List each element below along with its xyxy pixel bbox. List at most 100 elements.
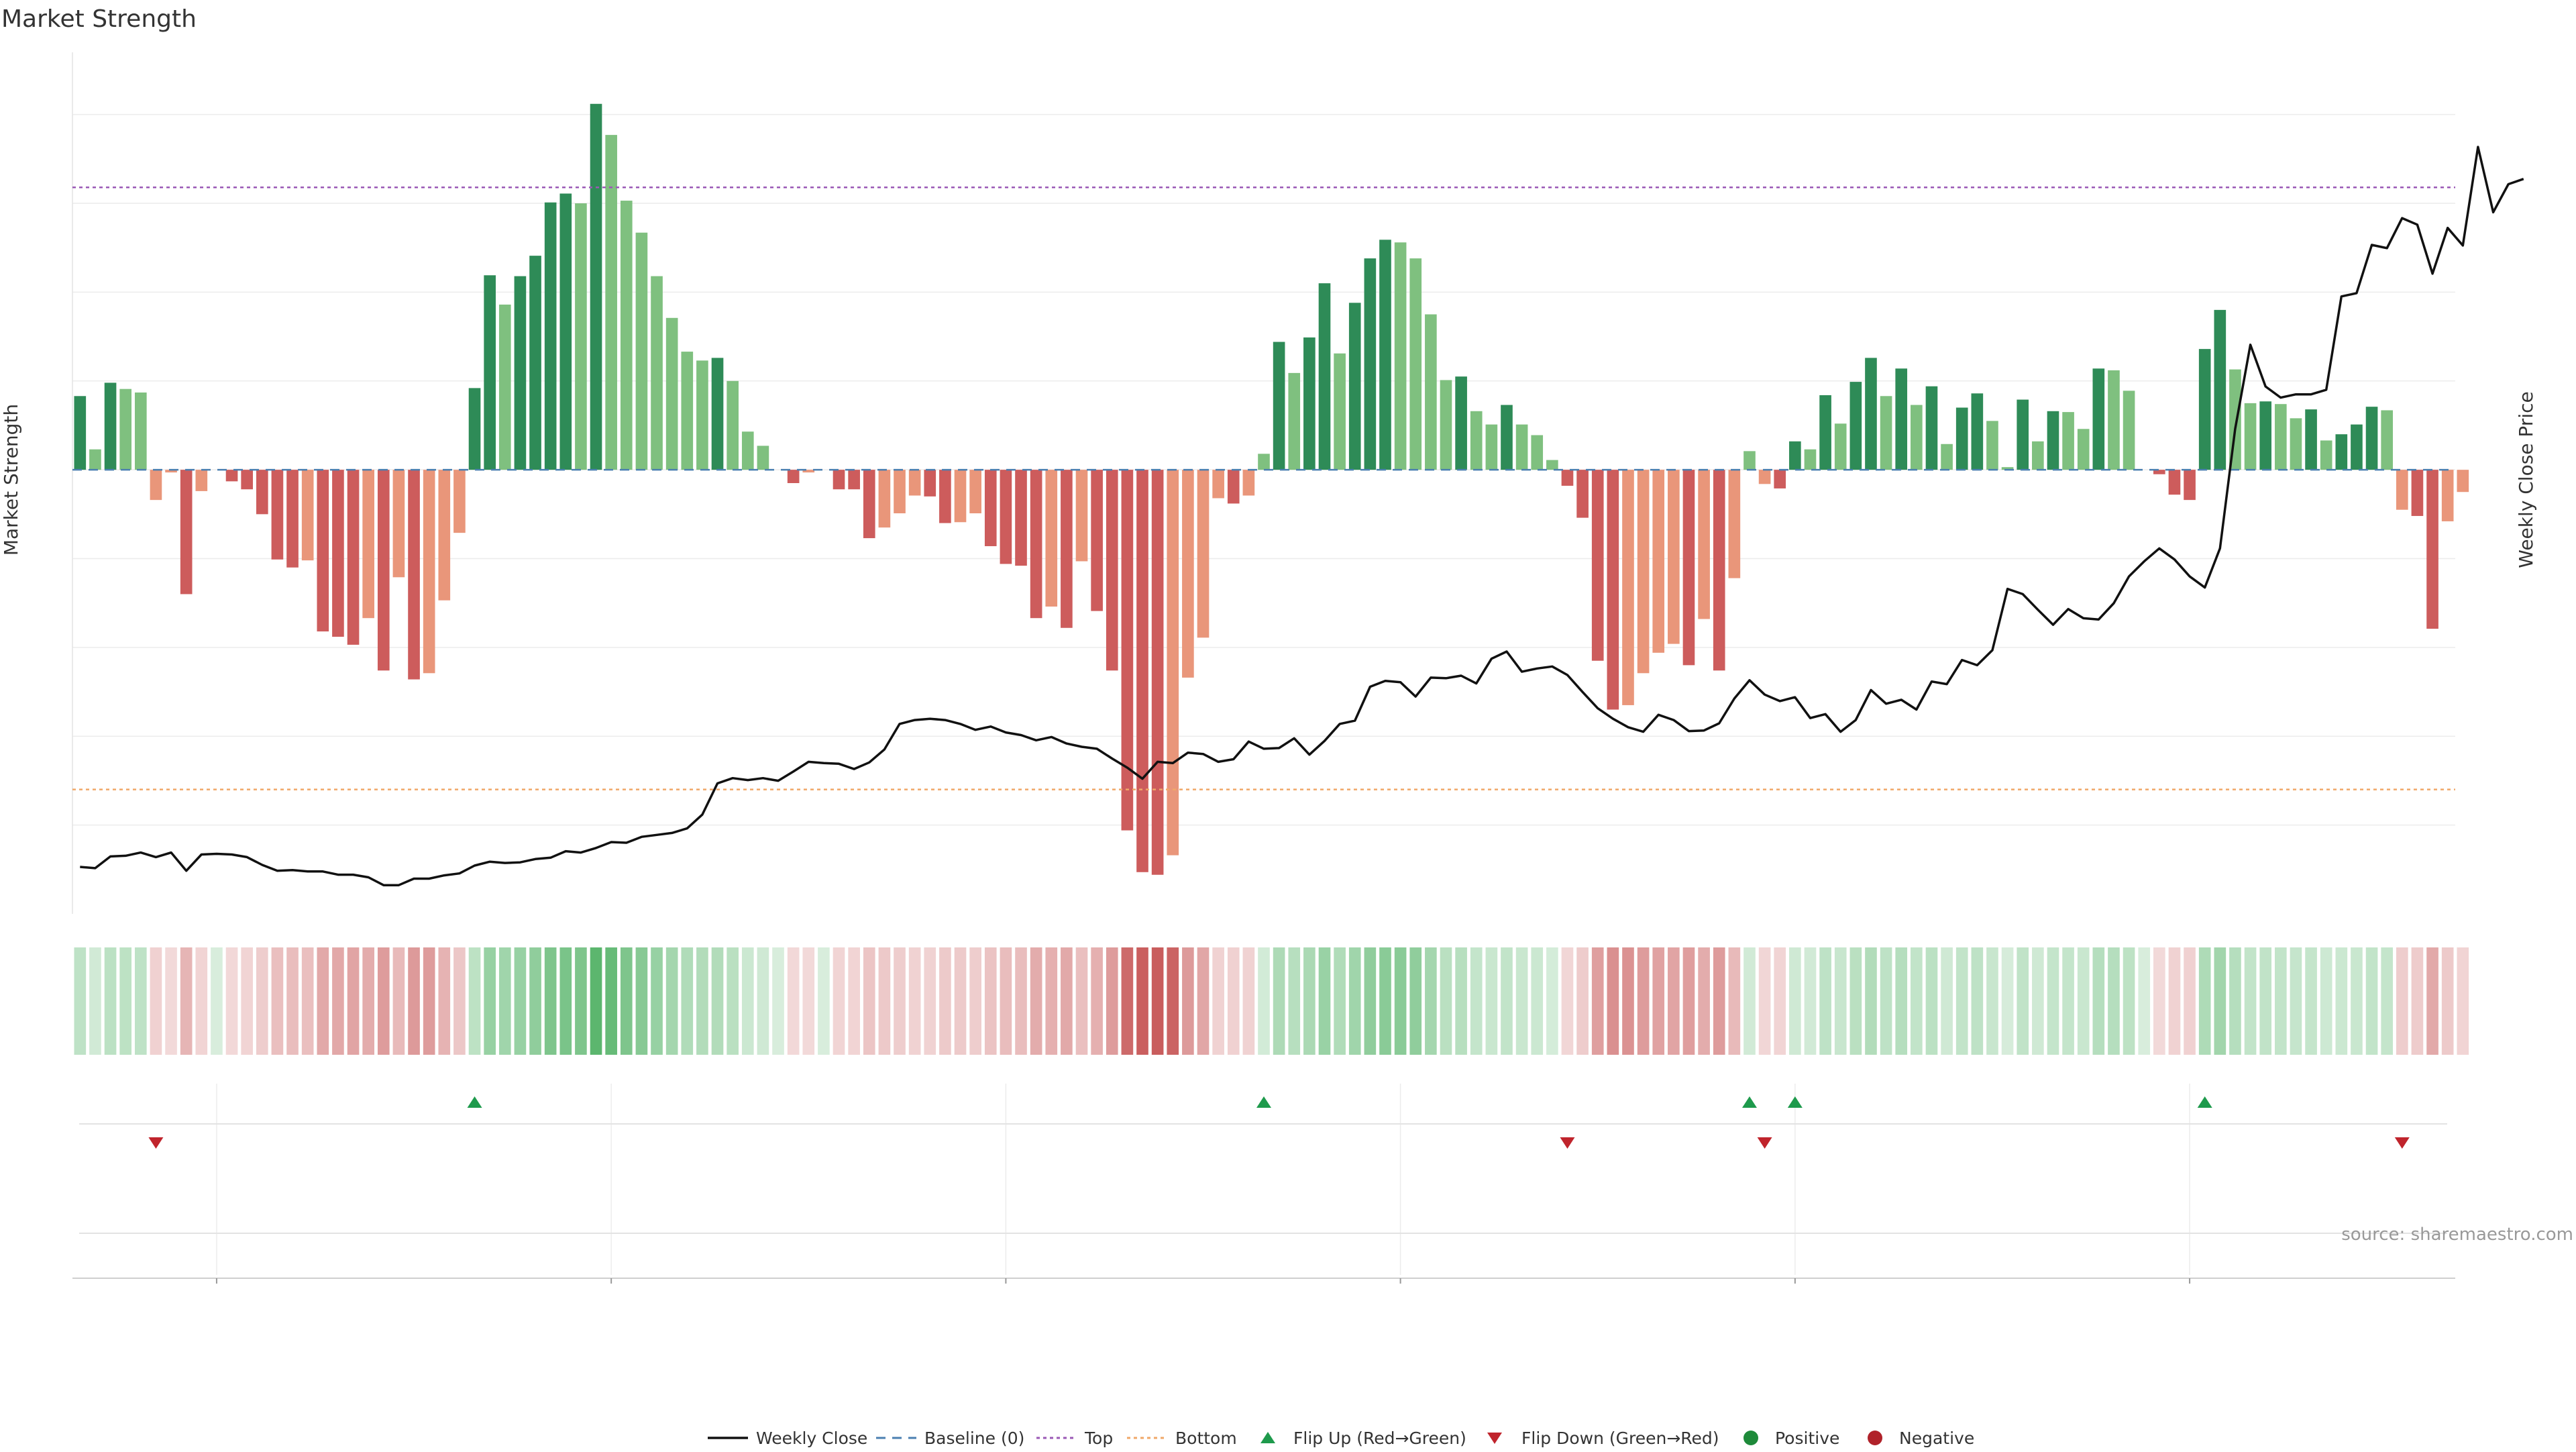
heat-cell bbox=[1880, 947, 1892, 1055]
heat-cell bbox=[2259, 947, 2272, 1055]
strength-bar bbox=[484, 275, 496, 470]
weekly-close-series bbox=[80, 146, 2524, 886]
strength-bar bbox=[544, 202, 557, 470]
heat-cell bbox=[423, 947, 435, 1055]
strength-bar bbox=[1607, 470, 1619, 710]
heat-cell bbox=[2426, 947, 2438, 1055]
heat-cell bbox=[1455, 947, 1467, 1055]
strength-bar bbox=[2305, 409, 2317, 470]
heat-cell bbox=[2290, 947, 2302, 1055]
strength-bar bbox=[2290, 418, 2302, 470]
heat-cell bbox=[1895, 947, 1908, 1055]
heat-cell bbox=[1637, 947, 1650, 1055]
heat-cell bbox=[1015, 947, 1027, 1055]
heat-cell bbox=[1485, 947, 1498, 1055]
strength-bar bbox=[1986, 421, 1998, 470]
strength-bar bbox=[1834, 423, 1847, 470]
source-note: source: sharemaestro.com bbox=[2341, 1225, 2573, 1245]
heat-cell bbox=[1607, 947, 1619, 1055]
heat-cell bbox=[757, 947, 769, 1055]
strength-bar bbox=[180, 470, 193, 594]
strength-bar bbox=[2153, 470, 2165, 474]
strength-bar bbox=[1030, 470, 1042, 619]
heat-cell bbox=[195, 947, 208, 1055]
heat-cell bbox=[969, 947, 981, 1055]
heat-cell bbox=[741, 947, 754, 1055]
heat-cell bbox=[1136, 947, 1148, 1055]
strength-bar bbox=[1015, 470, 1027, 566]
strength-bar bbox=[256, 470, 268, 515]
heat-cell bbox=[1849, 947, 1862, 1055]
heat-cell bbox=[590, 947, 602, 1055]
heat-cell bbox=[362, 947, 374, 1055]
heat-cell bbox=[635, 947, 648, 1055]
heat-cell bbox=[301, 947, 314, 1055]
strength-bar bbox=[195, 470, 208, 491]
strength-bar bbox=[559, 193, 572, 470]
strength-bar bbox=[939, 470, 951, 523]
heat-cell bbox=[529, 947, 541, 1055]
strength-bar bbox=[2244, 403, 2257, 470]
heat-cell bbox=[848, 947, 860, 1055]
heat-cell bbox=[665, 947, 678, 1055]
heat-cell bbox=[1713, 947, 1725, 1055]
heat-cell bbox=[727, 947, 739, 1055]
heat-cell bbox=[2108, 947, 2120, 1055]
heat-cell bbox=[1925, 947, 1938, 1055]
heat-cell bbox=[74, 947, 87, 1055]
strength-bar bbox=[1819, 395, 1831, 470]
heat-cell bbox=[2396, 947, 2408, 1055]
heat-cell bbox=[1546, 947, 1558, 1055]
x-axis bbox=[72, 1278, 2455, 1284]
heat-cell bbox=[2001, 947, 2014, 1055]
heat-cell bbox=[1091, 947, 1103, 1055]
heat-cell bbox=[2017, 947, 2029, 1055]
heat-cell bbox=[939, 947, 951, 1055]
heat-cell bbox=[1106, 947, 1118, 1055]
strength-bar bbox=[1485, 424, 1498, 470]
strength-bar bbox=[2017, 399, 2029, 470]
strength-bar bbox=[1774, 470, 1786, 488]
strength-bar bbox=[1000, 470, 1012, 564]
heat-cell bbox=[1971, 947, 1984, 1055]
strength-bar bbox=[1652, 470, 1665, 653]
legend-swatch-positive bbox=[1743, 1431, 1758, 1445]
strength-bar bbox=[741, 431, 754, 470]
heat-cell bbox=[150, 947, 162, 1055]
heat-cell bbox=[392, 947, 405, 1055]
heat-cell bbox=[438, 947, 451, 1055]
flip-down-marker bbox=[1757, 1137, 1772, 1149]
strength-bar bbox=[286, 470, 299, 568]
strength-bar bbox=[2351, 424, 2363, 470]
heat-cell bbox=[225, 947, 238, 1055]
strength-bar bbox=[757, 446, 769, 470]
strength-bar bbox=[1682, 470, 1695, 666]
strength-bar bbox=[453, 470, 466, 533]
heat-cell bbox=[1182, 947, 1194, 1055]
heat-cell bbox=[2381, 947, 2394, 1055]
strength-bar bbox=[2320, 440, 2332, 470]
strength-bar bbox=[2077, 429, 2090, 470]
heat-cell bbox=[89, 947, 101, 1055]
heat-cell bbox=[696, 947, 708, 1055]
heat-cell bbox=[772, 947, 784, 1055]
heat-cell bbox=[256, 947, 268, 1055]
strength-bar bbox=[1470, 411, 1483, 470]
strength-bar bbox=[1091, 470, 1103, 611]
heat-cell bbox=[2138, 947, 2151, 1055]
heat-cell bbox=[1622, 947, 1634, 1055]
heat-cell bbox=[1000, 947, 1012, 1055]
strength-bar bbox=[833, 470, 845, 490]
strength-bar bbox=[1182, 470, 1194, 678]
strength-bar bbox=[1789, 441, 1801, 470]
heat-cell bbox=[1758, 947, 1771, 1055]
strength-bar bbox=[1121, 470, 1134, 831]
strength-bar bbox=[696, 360, 708, 470]
strength-bar bbox=[863, 470, 875, 539]
heat-cell bbox=[1834, 947, 1847, 1055]
heat-cell bbox=[1167, 947, 1179, 1055]
heat-cell bbox=[1470, 947, 1483, 1055]
heat-cell bbox=[2365, 947, 2378, 1055]
strength-bar bbox=[1668, 470, 1680, 644]
heat-cell bbox=[711, 947, 724, 1055]
